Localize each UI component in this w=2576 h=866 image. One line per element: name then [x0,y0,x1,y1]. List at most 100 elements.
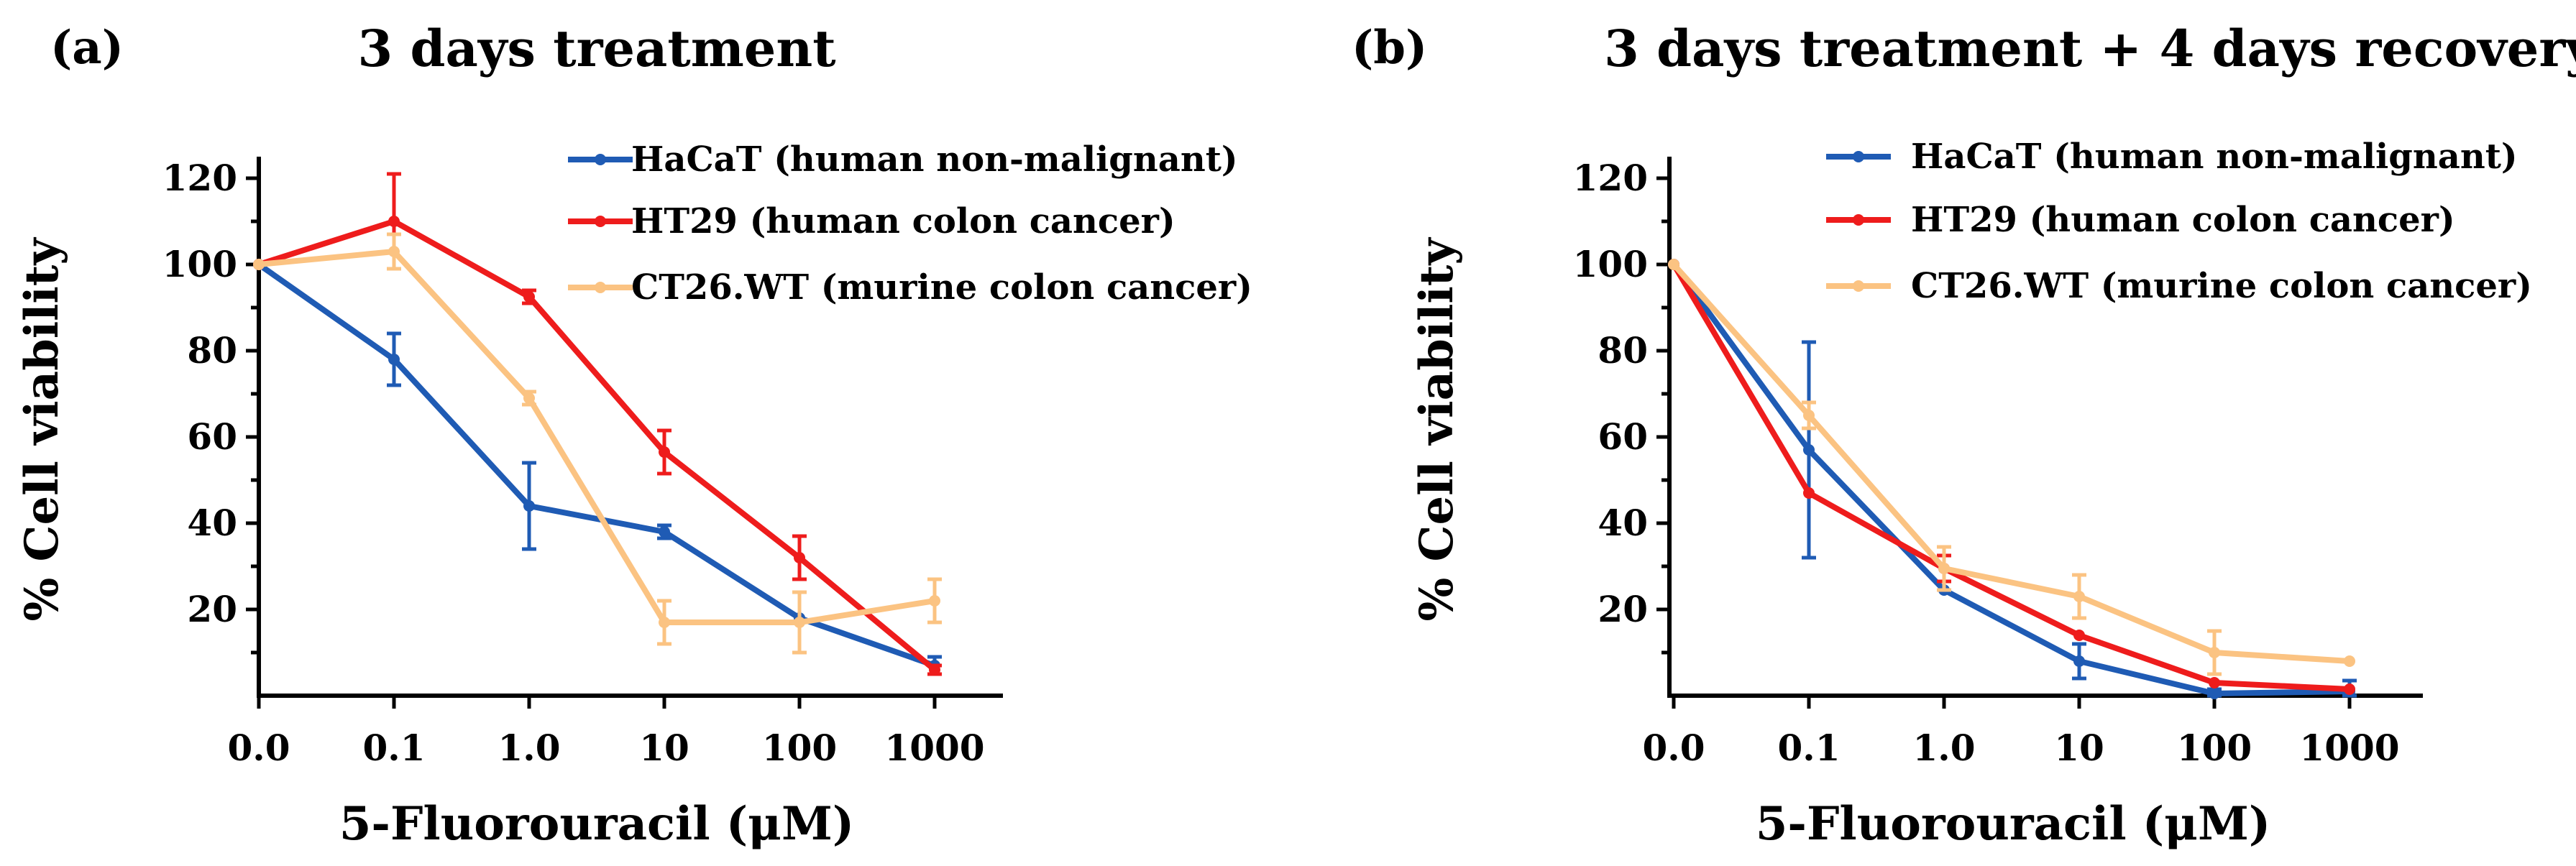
panel-b: (b) 3 days treatment + 4 days recovery 5… [1352,19,2576,851]
data-point [523,291,535,303]
data-point [929,595,940,607]
data-point [2344,655,2355,667]
x-tick-label: 1.0 [1913,727,1976,769]
legend-swatch-marker [1853,280,1864,292]
data-point [2209,688,2220,699]
series-a-2 [253,232,942,655]
legend-item: HaCaT (human non-malignant) [1826,137,2518,177]
legend-item: HT29 (human colon cancer) [1826,200,2455,240]
x-axis-title-a: 5-Fluorouracil (μM) [339,797,854,851]
y-tick-label: 20 [1598,588,1648,630]
x-tick-label: 100 [2177,727,2252,769]
legend-item: HT29 (human colon cancer) [568,201,1175,241]
legend-label: CT26.WT (murine colon cancer) [631,267,1252,308]
series-a-0 [253,259,942,676]
legend-label: HaCaT (human non-malignant) [1911,137,2518,177]
y-tick-label: 40 [1598,502,1648,544]
series-line [1671,262,2350,692]
y-tick-label: 120 [1573,157,1648,199]
y-tick-label: 120 [162,157,237,199]
y-tick-label: 60 [1598,415,1648,458]
data-point [659,617,670,628]
panel-label-a: (a) [50,21,124,75]
legend-item: CT26.WT (murine colon cancer) [1826,266,2532,306]
x-tick-label: 10 [2054,727,2104,769]
x-tick-label: 1000 [884,727,984,769]
panel-label-b: (b) [1352,21,1427,75]
x-tick-label: 0.1 [363,727,426,769]
y-tick-label: 80 [187,329,237,372]
data-point [929,664,940,676]
series-layer-a [253,172,942,676]
x-tick-label: 1000 [2299,727,2399,769]
data-point [1938,563,1950,574]
axes-b [1656,157,2423,709]
data-point [794,552,805,563]
data-point [1668,259,1679,270]
series-a-1 [253,172,942,676]
series-line [1671,262,2350,696]
series-line [257,218,937,673]
axes-a [246,157,1003,709]
panel-a: (a) 3 days treatment 5-Fluorouracil (μM)… [15,19,1252,851]
series-line [1672,262,2350,664]
series-b-2 [1668,259,2355,676]
y-tick-label: 100 [1573,243,1648,285]
data-point [2344,683,2355,695]
y-axis-title-a: % Cell viability [15,237,69,622]
data-point [388,216,400,227]
x-tick-label: 1.0 [498,727,561,769]
data-point [2209,647,2220,658]
y-tick-label: 100 [162,243,237,285]
x-tick-label: 0.1 [1778,727,1841,769]
data-point [1803,487,1815,499]
x-tick-labels-a: 0.0 0.1 1.0 10 100 1000 [228,727,985,769]
x-tick-label: 100 [762,727,837,769]
legend-swatch-marker [595,282,606,293]
data-point [2209,677,2220,688]
legend-item: CT26.WT (murine colon cancer) [568,267,1252,308]
data-point [2073,591,2085,602]
data-point [659,446,670,458]
y-axis-title-b: % Cell viability [1410,237,1464,622]
data-point [659,526,670,538]
legend-a: HaCaT (human non-malignant) HT29 (human c… [568,139,1252,308]
x-tick-label: 10 [639,727,689,769]
y-tick-labels-b: 20 40 60 80 100 120 [1573,157,1648,630]
data-point [1803,410,1815,421]
data-point [794,617,805,628]
legend-label: HT29 (human colon cancer) [1911,200,2455,240]
legend-swatch-marker [1853,214,1864,226]
y-tick-label: 40 [187,502,237,544]
x-tick-labels-b: 0.0 0.1 1.0 10 100 1000 [1643,727,2400,769]
data-point [2073,630,2085,641]
data-point [2073,655,2085,667]
x-tick-label: 0.0 [1643,727,1705,769]
data-point [523,500,535,512]
legend-swatch-marker [595,216,606,227]
series-line [258,249,935,625]
legend-swatch-marker [595,154,606,165]
legend-b: HaCaT (human non-malignant) HT29 (human c… [1826,137,2532,306]
legend-item: HaCaT (human non-malignant) [568,139,1238,180]
y-tick-label: 20 [187,588,237,630]
series-line [257,262,936,668]
legend-label: CT26.WT (murine colon cancer) [1911,266,2532,306]
y-tick-label: 60 [187,415,237,458]
data-point [388,354,400,365]
data-point [388,246,400,257]
legend-label: HT29 (human colon cancer) [631,201,1175,241]
series-layer-b [1668,259,2357,699]
series-b-1 [1668,259,2355,695]
data-point [253,259,265,270]
y-tick-labels-a: 20 40 60 80 100 120 [162,157,237,630]
y-tick-label: 80 [1598,329,1648,372]
data-point [1803,444,1815,456]
chart-title-a: 3 days treatment [357,19,835,78]
legend-label: HaCaT (human non-malignant) [631,139,1238,180]
x-axis-title-b: 5-Fluorouracil (μM) [1756,797,2270,851]
chart-title-b: 3 days treatment + 4 days recovery [1604,19,2576,78]
series-b-0 [1668,259,2357,699]
x-tick-label: 0.0 [228,727,290,769]
